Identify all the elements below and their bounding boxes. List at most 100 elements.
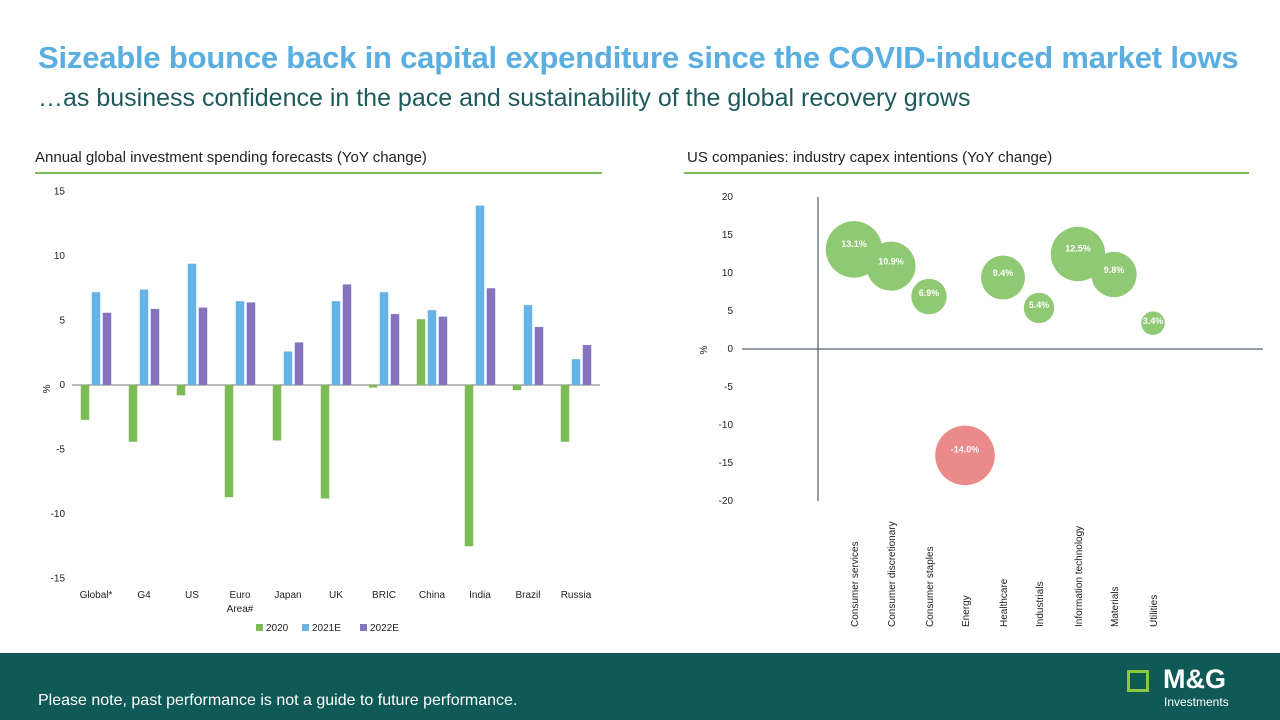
x-category-label: Utilities [1149,595,1160,627]
bar-2022E [390,314,400,385]
y-tick-label: -5 [724,382,733,393]
bar-2020 [176,385,186,396]
y-tick-label: 10 [54,251,66,262]
y-tick-label: 0 [59,380,65,391]
legend-swatch-2020 [256,624,263,631]
page-subtitle: …as business confidence in the pace and … [38,84,971,112]
x-category-label: Information technology [1074,526,1085,627]
bubble-label: 10.9% [878,256,904,266]
bubble [866,241,916,291]
bar-2021E [427,310,437,385]
bar-2022E [294,342,304,385]
bubble-label: -14.0% [951,444,980,454]
y-tick-label: 10 [722,268,734,279]
x-tick-label: Brazil [515,590,540,601]
bubble [1023,292,1055,324]
bar-2022E [246,302,256,385]
bar-2020 [512,385,522,391]
x-tick-label: BRIC [372,590,396,601]
y-tick-label: -15 [51,574,66,585]
bubble-label: 13.1% [841,239,867,249]
x-tick-label: G4 [137,590,151,601]
bar-2020 [272,385,282,441]
legend-label-2020: 2020 [266,623,289,634]
bubble-label: 9.8% [1104,265,1125,275]
right-chart-rule [684,172,1249,174]
bar-2022E [198,307,208,385]
x-tick-label: Global* [80,590,113,601]
bar-2022E [438,316,448,385]
bar-2022E [534,326,544,385]
y-axis-label: % [699,345,710,354]
x-tick-label: Japan [274,590,301,601]
left-chart-title: Annual global investment spending foreca… [35,149,427,166]
bubble [935,425,995,486]
bubble [1141,311,1165,335]
bubble-label: 9.4% [993,268,1014,278]
bar-2021E [187,263,197,385]
y-tick-label: -20 [719,496,734,507]
x-tick-label: Euro Area# [227,590,254,615]
logo-wordmark: M&G [1163,664,1226,694]
y-tick-label: -15 [719,458,734,469]
bubble-label: 12.5% [1065,244,1091,254]
y-tick-label: 15 [722,230,734,241]
bar-2021E [283,351,293,385]
y-tick-label: -5 [56,445,65,456]
bar-2020 [560,385,570,442]
x-tick-label: US [185,590,199,601]
bar-2021E [235,301,245,385]
bar-2020 [416,319,426,385]
bar-2022E [582,345,592,385]
x-category-label: Consumer services [850,541,861,627]
legend-label-2022E: 2022E [370,623,399,634]
bar-2022E [486,288,496,385]
right-chart-title: US companies: industry capex intentions … [687,149,1053,166]
bar-2021E [523,305,533,385]
bar-2021E [91,292,101,385]
legend-swatch-2021E [302,624,309,631]
y-tick-label: -10 [51,509,66,520]
legend-swatch-2022E [360,624,367,631]
bar-2022E [342,284,352,385]
bar-2021E [475,205,485,385]
y-tick-label: 20 [722,192,734,203]
page-title: Sizeable bounce back in capital expendit… [38,40,1239,75]
x-category-label: Healthcare [999,578,1010,627]
x-tick-label: UK [329,590,343,601]
bar-2021E [379,292,389,385]
bar-2020 [224,385,234,498]
logo-subtext: Investments [1164,695,1229,709]
bar-2020 [464,385,474,547]
x-tick-label: China [419,590,446,601]
bar-2021E [331,301,341,385]
disclaimer-text: Please note, past performance is not a g… [38,692,518,709]
bubble-label: 3.4% [1143,316,1164,326]
logo-square-icon [1127,670,1149,692]
legend-label-2021E: 2021E [312,623,341,634]
x-category-label: Consumer discretionary [887,521,898,627]
left-chart-rule [35,172,602,174]
bubble-label: 5.4% [1029,300,1050,310]
bar-2021E [571,359,581,385]
y-tick-label: 15 [54,187,66,198]
bubble [981,255,1025,300]
bar-2020 [320,385,330,499]
bubble [911,278,947,315]
bar-2020 [128,385,138,442]
x-tick-label: India [469,590,491,601]
bar-2022E [102,312,112,385]
x-category-label: Materials [1110,586,1121,627]
bubble-label: 6.9% [919,288,940,298]
bubble [1091,251,1137,298]
y-axis-label: % [42,384,53,393]
x-category-label: Consumer staples [925,546,936,627]
bubble [1050,226,1106,282]
y-tick-label: 5 [59,316,65,327]
x-category-label: Industrials [1035,581,1046,627]
footer-band [0,653,1280,720]
bar-2022E [150,308,160,385]
y-tick-label: -10 [719,420,734,431]
